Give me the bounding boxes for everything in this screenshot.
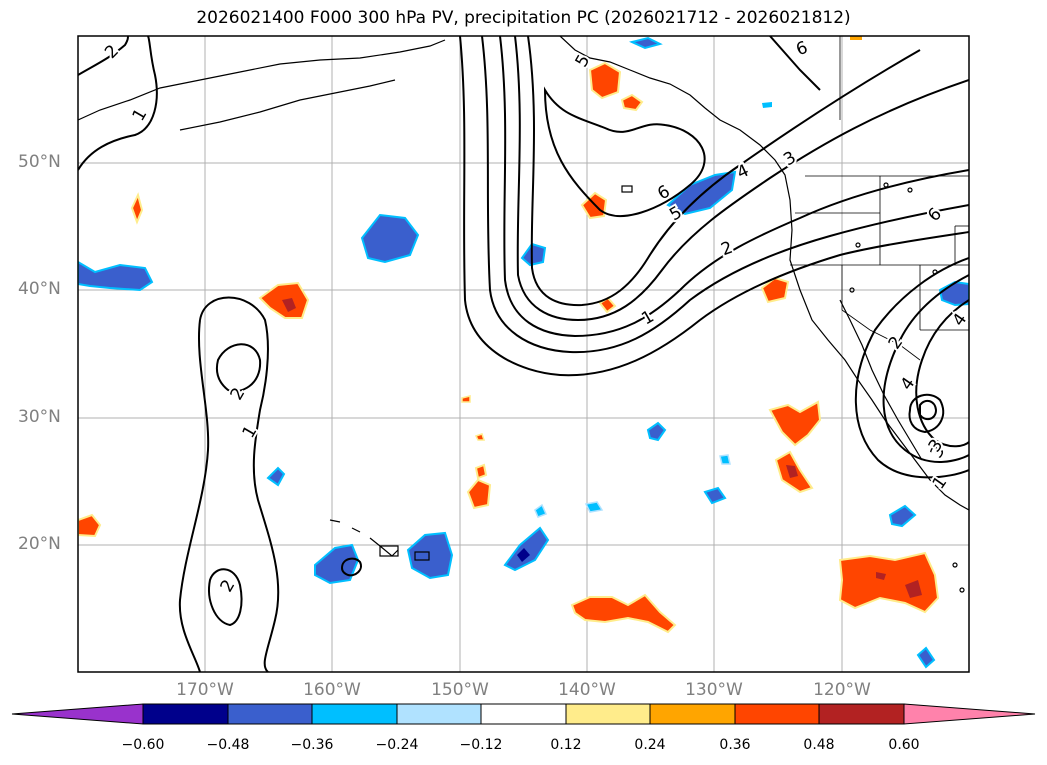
neg-blob xyxy=(703,486,727,505)
colorbar-tick-label: −0.36 xyxy=(290,737,334,753)
colorbar-tick-label: −0.12 xyxy=(459,737,503,753)
pos-blob xyxy=(768,400,822,447)
negative-precip-anomalies xyxy=(78,36,969,669)
lon-label: 140°W xyxy=(558,680,616,700)
neg-blob xyxy=(938,280,969,307)
pos-blob-core xyxy=(905,580,922,598)
pos-blob xyxy=(620,93,644,112)
colorbar-tick-label: −0.60 xyxy=(121,737,165,753)
contour-label: 2 xyxy=(217,576,240,595)
neg-blob-light xyxy=(584,501,604,513)
colorbar-extend-high xyxy=(903,703,1036,725)
colorbar-extend-low xyxy=(11,703,144,725)
lat-label: 40°N xyxy=(18,279,61,299)
contour-label: 6 xyxy=(924,204,946,226)
pos-blob xyxy=(474,463,488,480)
neg-blob xyxy=(406,531,454,580)
colorbar-tick-label: 0.24 xyxy=(634,737,666,753)
lat-label: 20°N xyxy=(18,534,61,554)
colorbar-tick-label: −0.48 xyxy=(206,737,250,753)
contour-label: 4 xyxy=(734,161,752,184)
colorbar-bin xyxy=(480,703,567,725)
small-features xyxy=(379,182,965,593)
colorbar-tick-label: −0.24 xyxy=(375,737,419,753)
pos-blob xyxy=(466,478,492,510)
colorbar-bin xyxy=(649,703,736,725)
pos-blob xyxy=(78,513,102,538)
contour-label: 4 xyxy=(949,310,972,330)
neg-blob xyxy=(888,504,917,528)
lon-label: 120°W xyxy=(813,680,871,700)
neg-blob-light xyxy=(719,454,731,465)
contour-label: 3 xyxy=(780,148,799,171)
neg-blob xyxy=(520,242,547,267)
lon-label: 130°W xyxy=(685,680,743,700)
pos-blob xyxy=(838,551,940,614)
map-frame xyxy=(77,35,970,673)
pos-blob-core xyxy=(786,465,798,478)
colorbar xyxy=(11,703,1036,725)
pos-blob xyxy=(850,36,862,40)
neg-blob xyxy=(629,36,663,50)
contour-label: 1 xyxy=(129,105,152,124)
pos-blob xyxy=(130,192,144,225)
neg-blob xyxy=(314,543,360,585)
neg-blob xyxy=(360,213,420,264)
colorbar-bin xyxy=(227,703,313,725)
positive-precip-anomalies xyxy=(78,36,940,634)
contour-label: 2 xyxy=(885,333,908,353)
neg-blob xyxy=(666,170,737,216)
colorbar-bin xyxy=(734,703,820,725)
colorbar-tick-label: 0.36 xyxy=(719,737,751,753)
colorbar-bin xyxy=(565,703,651,725)
neg-blob xyxy=(266,466,286,487)
lon-label: 160°W xyxy=(303,680,361,700)
neg-blob-core xyxy=(517,548,530,562)
contour-label: 6 xyxy=(793,38,810,60)
coastlines xyxy=(78,36,969,557)
neg-blob xyxy=(78,260,154,292)
neg-blob-light xyxy=(762,102,772,108)
map-title: 2026021400 F000 300 hPa PV, precipitatio… xyxy=(196,8,851,28)
pos-blob xyxy=(570,593,677,634)
lat-label: 50°N xyxy=(18,152,61,172)
pos-blob xyxy=(461,395,471,403)
neg-blob-light xyxy=(534,503,548,518)
lon-label: 150°W xyxy=(431,680,489,700)
lon-label: 170°W xyxy=(176,680,234,700)
political-borders xyxy=(790,36,969,361)
pos-blob-core xyxy=(282,298,296,312)
pos-blob xyxy=(588,61,622,100)
pos-blob xyxy=(580,191,608,220)
pos-blob xyxy=(474,433,486,441)
neg-blob xyxy=(916,646,936,669)
pv-contours xyxy=(78,36,969,672)
neg-blob xyxy=(646,421,667,442)
colorbar-bin xyxy=(311,703,398,725)
pos-blob-core xyxy=(876,572,886,580)
neg-blob xyxy=(503,526,550,572)
colorbar-bin xyxy=(818,703,905,725)
colorbar-bin xyxy=(396,703,482,725)
lat-label: 30°N xyxy=(18,407,61,427)
contour-label: 6 xyxy=(654,182,673,205)
colorbar-bin xyxy=(142,703,229,725)
colorbar-tick-label: 0.48 xyxy=(803,737,835,753)
colorbar-tick-label: 0.60 xyxy=(888,737,920,753)
colorbar-tick-label: 0.12 xyxy=(550,737,582,753)
